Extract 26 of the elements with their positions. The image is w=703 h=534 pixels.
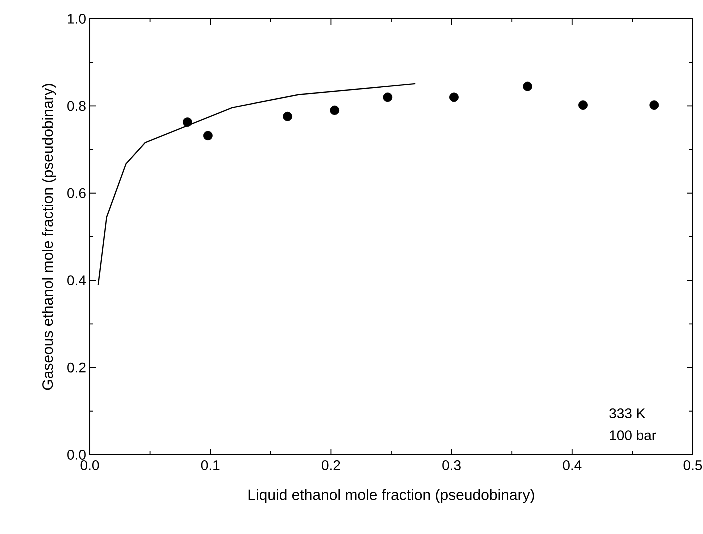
- x-tick-label: 0.3: [442, 460, 461, 470]
- line-series: [98, 83, 416, 286]
- point: [283, 112, 292, 122]
- x-axis-title: Liquid ethanol mole fraction (pseudobinary): [248, 489, 534, 504]
- point: [523, 82, 532, 92]
- x-tick-label: 0.4: [563, 460, 582, 470]
- y-tick-label: 0.2: [68, 362, 86, 373]
- y-tick-label: 0.4: [68, 276, 86, 286]
- point: [450, 92, 459, 102]
- x-tick-label: 0.0: [80, 460, 100, 470]
- annotation: 100 bar: [610, 430, 656, 441]
- point: [650, 100, 660, 110]
- point: [182, 118, 192, 128]
- x-tick-label: 0.1: [201, 460, 220, 470]
- annotation: 333 K: [610, 408, 646, 419]
- y-tick-label: 0.6: [68, 188, 86, 198]
- point: [578, 100, 588, 110]
- y-tick-label: 0.0: [68, 450, 86, 460]
- y-tick-label: 1.0: [68, 14, 86, 24]
- point: [383, 92, 393, 102]
- y-axis-title: Gaseous ethanol mole fraction (pseudobinary): [42, 84, 56, 390]
- x-tick-label: 0.2: [322, 460, 340, 470]
- y-tick-label: 0.8: [68, 101, 86, 112]
- x-tick-label: 0.5: [684, 460, 702, 470]
- point: [330, 106, 340, 116]
- point: [203, 131, 213, 141]
